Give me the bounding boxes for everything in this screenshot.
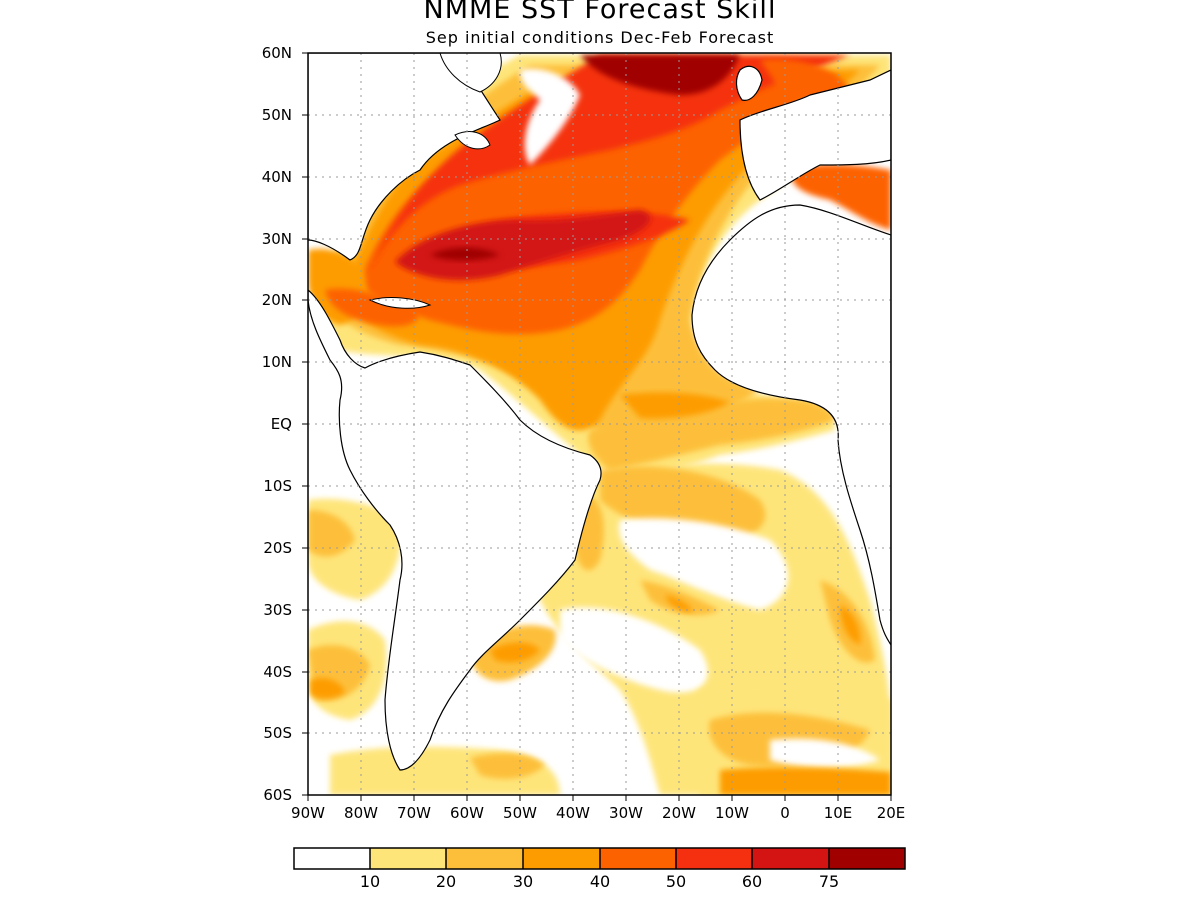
lon-label-0: 0 bbox=[780, 804, 790, 822]
colorbar-swatch-7 bbox=[829, 848, 905, 869]
lon-label-40w: 40W bbox=[556, 804, 590, 822]
region-south-atlantic-white1 bbox=[619, 518, 789, 610]
colorbar-swatch-2 bbox=[446, 848, 523, 869]
lat-label-eq: EQ bbox=[270, 415, 292, 433]
lat-label-10n: 10N bbox=[261, 353, 292, 371]
lon-label-60w: 60W bbox=[450, 804, 484, 822]
colorbar-label-60: 60 bbox=[741, 872, 763, 891]
lon-label-50w: 50W bbox=[503, 804, 537, 822]
land-africa bbox=[691, 204, 891, 647]
region-equatorial bbox=[588, 398, 835, 470]
region-north-atlantic-75b bbox=[580, 55, 740, 95]
land-europe bbox=[739, 69, 891, 201]
colorbar-swatch-3 bbox=[523, 848, 600, 869]
colorbar-swatch-1 bbox=[370, 848, 446, 869]
region-south-band-20 bbox=[470, 753, 545, 779]
lon-label-10w: 10W bbox=[715, 804, 749, 822]
lat-label-50s: 50S bbox=[263, 724, 292, 742]
chart-title: NMME SST Forecast Skill bbox=[423, 0, 777, 25]
lat-label-20s: 20S bbox=[263, 539, 292, 557]
colorbar-label-75: 75 bbox=[818, 872, 840, 891]
colorbar-label-50: 50 bbox=[665, 872, 687, 891]
lon-label-70w: 70W bbox=[397, 804, 431, 822]
region-north-atlantic-75c bbox=[430, 247, 500, 261]
colorbar-swatch-0 bbox=[294, 848, 370, 869]
lat-label-60s: 60S bbox=[263, 786, 292, 804]
region-labrador-low bbox=[520, 68, 580, 165]
lat-label-40s: 40S bbox=[263, 663, 292, 681]
land-greenland-tip bbox=[439, 53, 502, 93]
colorbar-label-30: 30 bbox=[512, 872, 534, 891]
region-south-east-30 bbox=[720, 767, 891, 795]
skill-field bbox=[308, 53, 891, 795]
region-benguela-30 bbox=[840, 605, 861, 645]
colorbar-swatch-5 bbox=[676, 848, 752, 869]
lat-label-10s: 10S bbox=[263, 477, 292, 495]
lat-label-60n: 60N bbox=[261, 44, 292, 62]
lon-label-90w: 90W bbox=[291, 804, 325, 822]
region-pacific-20 bbox=[308, 510, 355, 557]
colorbar-label-40: 40 bbox=[589, 872, 611, 891]
tick-marks bbox=[302, 52, 892, 801]
region-south-atlantic-20b bbox=[640, 580, 720, 616]
land-newfoundland bbox=[454, 131, 491, 150]
colorbar-label-20: 20 bbox=[435, 872, 457, 891]
lat-label-30s: 30S bbox=[263, 601, 292, 619]
region-pacific-south-30 bbox=[310, 678, 345, 699]
lat-label-40n: 40N bbox=[261, 168, 292, 186]
land-central-america bbox=[308, 289, 602, 771]
region-equatorial-30 bbox=[620, 392, 730, 419]
colorbar-swatch-4 bbox=[600, 848, 676, 869]
colorbar-swatch-6 bbox=[752, 848, 829, 869]
region-caribbean bbox=[325, 288, 419, 327]
colorbar-label-10: 10 bbox=[359, 872, 381, 891]
region-mediterranean bbox=[790, 164, 891, 230]
lon-label-20w: 20W bbox=[662, 804, 696, 822]
lon-label-30w: 30W bbox=[609, 804, 643, 822]
region-south-atlantic-white2 bbox=[560, 607, 708, 693]
region-north-sea bbox=[760, 59, 850, 100]
lon-label-20e: 20E bbox=[876, 804, 906, 822]
colorbar bbox=[293, 847, 906, 870]
chart-subtitle: Sep initial conditions Dec-Feb Forecast bbox=[425, 28, 775, 47]
lat-label-30n: 30N bbox=[261, 230, 292, 248]
region-south-east-white bbox=[770, 738, 880, 768]
grid bbox=[308, 53, 891, 795]
lat-label-20n: 20N bbox=[261, 291, 292, 309]
land-north-america bbox=[308, 53, 501, 261]
region-north-atlantic-75 bbox=[395, 210, 651, 281]
region-argentina-40 bbox=[490, 642, 540, 663]
lon-label-10e: 10E bbox=[823, 804, 853, 822]
region-south-atlantic-30b bbox=[665, 595, 693, 612]
land-british-isles bbox=[735, 65, 763, 101]
lon-label-80w: 80W bbox=[344, 804, 378, 822]
lat-label-50n: 50N bbox=[261, 106, 292, 124]
